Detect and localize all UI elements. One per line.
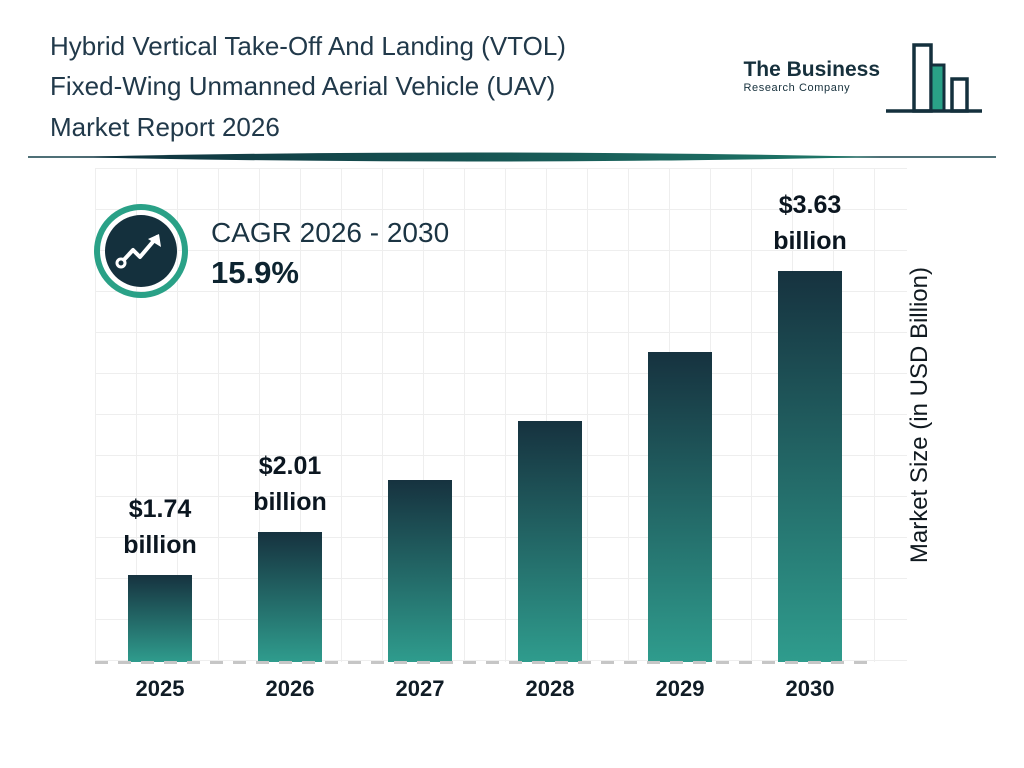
bar-column-2029 (615, 352, 745, 662)
logo-subname: Research Company (743, 82, 851, 94)
y-axis-label: Market Size (in USD Billion) (906, 266, 933, 564)
x-axis-label-2030: 2030 (785, 676, 835, 701)
x-axis-label-2029: 2029 (655, 676, 705, 701)
title-line-1: Hybrid Vertical Take-Off And Landing (VT… (50, 31, 566, 61)
x-axis-label-2026: 2026 (265, 676, 315, 701)
bar-2029 (648, 352, 712, 662)
bar-column-2026: $2.01 billion (225, 448, 355, 662)
bar-column-2028 (485, 421, 615, 662)
bar-2025 (128, 575, 192, 662)
logo-text: The Business Research Company (743, 58, 880, 94)
title-line-2: Fixed-Wing Unmanned Aerial Vehicle (UAV) (50, 71, 556, 102)
x-axis-labels: 2025 2026 2027 2028 2029 2030 (95, 676, 875, 702)
cagr-value: 15.9% (211, 254, 299, 290)
company-logo: The Business Research Company (743, 40, 984, 147)
x-axis-dashed-baseline (95, 661, 875, 664)
y-axis-label-wrap: Market Size (in USD Billion) (898, 168, 942, 662)
logo-name: The Business (743, 58, 880, 81)
bar-chart-logo-icon (884, 40, 984, 127)
x-axis-label-2025: 2025 (135, 676, 185, 701)
bar-2027 (388, 480, 452, 662)
title-line-3: Market Report 2026 (50, 111, 280, 142)
bar-value-label-2030: $3.63 billion (773, 190, 847, 255)
cagr-badge: CAGR 2026 - 2030 15.9% (93, 203, 449, 304)
bar-2028 (518, 421, 582, 662)
bar-value-label-2025: $1.74 billion (123, 494, 197, 559)
page-title: Hybrid Vertical Take-Off And Landing (VT… (50, 26, 566, 147)
bar-2030 (778, 271, 842, 662)
trend-up-icon (93, 203, 189, 304)
bars-group: $1.74 billion $2.01 billion $3.63 billion (95, 168, 875, 662)
bar-column-2030: $3.63 billion (745, 187, 875, 662)
chart-plot-area: $1.74 billion $2.01 billion $3.63 billion (95, 168, 907, 664)
bar-column-2025: $1.74 billion (95, 491, 225, 662)
bar-2026 (258, 532, 322, 662)
divider-swoosh (0, 148, 1024, 166)
bar-column-2027 (355, 480, 485, 662)
cagr-label: CAGR 2026 - 2030 (211, 216, 450, 248)
x-axis-label-2027: 2027 (395, 676, 445, 701)
cagr-text: CAGR 2026 - 2030 15.9% (211, 217, 449, 291)
header: Hybrid Vertical Take-Off And Landing (VT… (50, 26, 984, 147)
bar-value-label-2026: $2.01 billion (253, 451, 327, 516)
x-axis-label-2028: 2028 (525, 676, 575, 701)
